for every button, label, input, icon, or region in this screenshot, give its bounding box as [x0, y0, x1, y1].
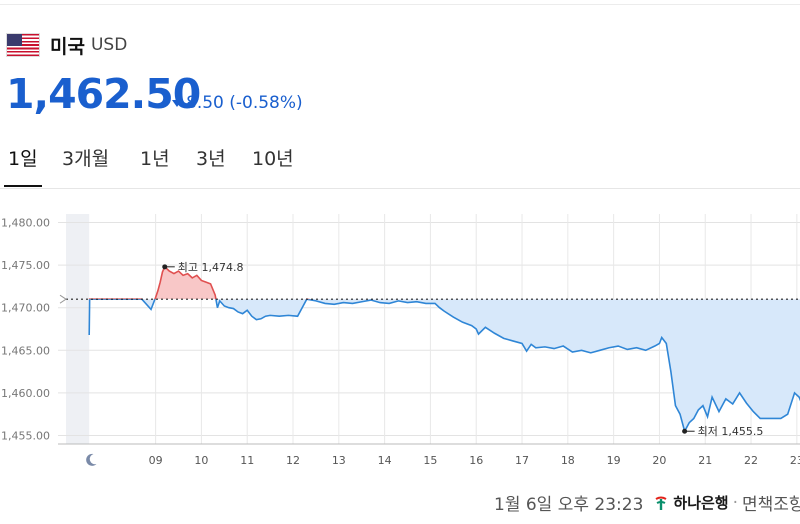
tab-1-day[interactable]: 1일	[8, 148, 38, 170]
separator-dot: ·	[732, 492, 739, 513]
x-tick-label: 15	[423, 454, 437, 467]
premarket-band	[66, 214, 90, 444]
country-name: 미국	[50, 35, 85, 58]
currency-header: 미국 USD	[6, 30, 127, 60]
y-tick-label: 1,455.00	[1, 429, 50, 442]
series-line	[88, 299, 800, 434]
x-tick-label: 09	[149, 454, 163, 467]
bank-name: 하나은행	[673, 494, 729, 512]
disclaimer-link[interactable]: 면책조항	[742, 495, 800, 515]
reference-marker	[59, 294, 67, 304]
x-tick-label: 22	[744, 454, 758, 467]
low-point-label: 최저 1,455.5	[698, 425, 764, 438]
current-price: 1,462.50	[6, 70, 201, 118]
hana-bank-logo-icon	[653, 495, 669, 511]
active-tab-indicator	[4, 185, 42, 187]
x-tick-label: 21	[698, 454, 712, 467]
top-divider	[0, 4, 800, 5]
tab-10-years[interactable]: 10년	[252, 148, 294, 170]
tab-3-months[interactable]: 3개월	[62, 148, 110, 170]
high-point-label: 최고 1,474.8	[178, 261, 244, 274]
price-change-value: 8.50 (-0.58%)	[186, 93, 303, 113]
down-triangle-icon	[172, 99, 182, 107]
y-tick-label: 1,465.00	[1, 344, 50, 357]
price-change: 8.50 (-0.58%)	[172, 93, 303, 113]
y-tick-label: 1,480.00	[1, 217, 50, 230]
x-tick-label: 13	[332, 454, 346, 467]
moon-icon	[86, 453, 97, 466]
x-tick-label: 14	[378, 454, 392, 467]
x-tick-label: 19	[607, 454, 621, 467]
exchange-rate-chart[interactable]: 1,455.00 1,460.00 1,465.00 1,470.00 1,475.00…	[0, 200, 800, 476]
tab-3-years[interactable]: 3년	[196, 148, 226, 170]
x-tick-label: 23	[790, 454, 800, 467]
x-tick-label: 20	[652, 454, 666, 467]
period-tabs: 1일 3개월 1년 3년 10년	[0, 144, 800, 189]
y-tick-label: 1,470.00	[1, 302, 50, 315]
x-tick-label: 11	[240, 454, 254, 467]
footer: 1월 6일 오후 23:23 하나은행 · 면책조항	[494, 490, 800, 516]
update-timestamp: 1월 6일 오후 23:23	[494, 495, 644, 515]
x-tick-label: 17	[515, 454, 529, 467]
y-tick-label: 1,460.00	[1, 387, 50, 400]
tab-1-year[interactable]: 1년	[140, 148, 170, 170]
x-tick-label: 12	[286, 454, 300, 467]
us-flag-icon	[6, 33, 40, 57]
x-tick-label: 10	[194, 454, 208, 467]
series-line-above	[88, 265, 312, 300]
x-tick-label: 18	[561, 454, 575, 467]
y-tick-label: 1,475.00	[1, 259, 50, 272]
area-below-reference	[89, 299, 800, 432]
x-tick-label: 16	[469, 454, 483, 467]
area-above-reference	[154, 266, 216, 300]
currency-code: USD	[90, 35, 128, 55]
